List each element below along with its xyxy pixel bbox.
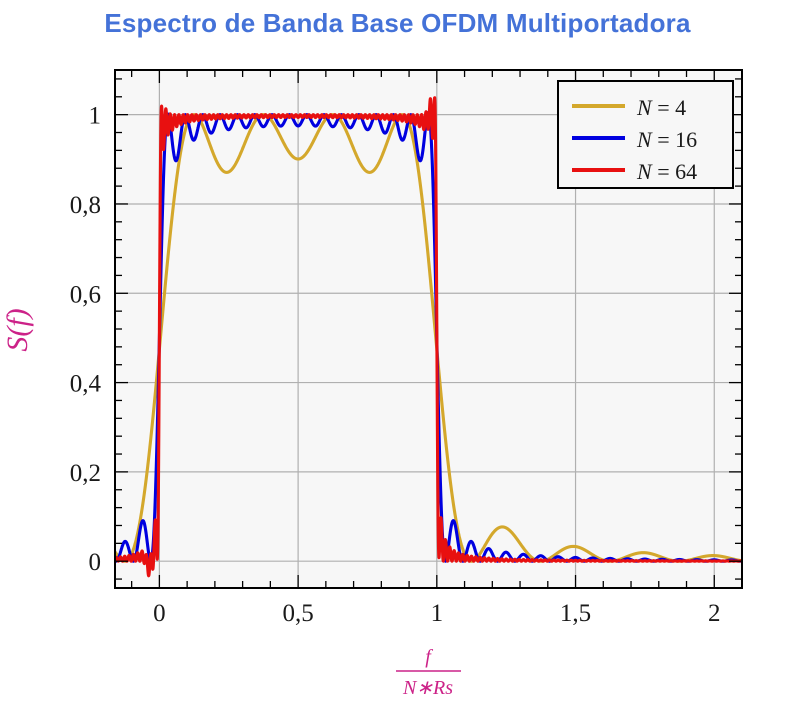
x-tick-label: 1,5: [560, 600, 591, 627]
svg-text:S(f): S(f): [1, 308, 34, 351]
y-tick-label: 0,6: [70, 281, 101, 308]
y-tick-label: 0,4: [70, 371, 102, 398]
legend[interactable]: N = 4N = 16N = 64: [557, 80, 734, 189]
legend-equals: =: [652, 159, 675, 184]
legend-value: 4: [675, 95, 686, 120]
x-tick-label: 1: [431, 600, 444, 627]
x-axis-title-op: ∗: [416, 677, 433, 699]
x-tick-labels: 0 0,5 1 1,5 2: [153, 600, 720, 627]
y-tick-label: 0: [89, 549, 102, 576]
y-axis-title-s: S: [1, 337, 34, 352]
data-curves: [115, 96, 742, 578]
legend-var: N: [636, 95, 653, 120]
y-tick-labels: 0 0,2 0,4 0,6 0,8 1: [70, 103, 102, 577]
x-tick-label: 0: [153, 600, 166, 627]
series-line: [115, 96, 742, 578]
legend-label: N = 64: [636, 159, 697, 184]
y-axis-title-close: ): [1, 308, 34, 320]
legend-var: N: [636, 159, 653, 184]
x-tick-label: 0,5: [282, 600, 313, 627]
x-axis-title-numerator: f: [425, 646, 433, 668]
series-line: [115, 113, 742, 563]
legend-var: N: [636, 127, 653, 152]
x-axis-title-n: N: [402, 677, 418, 699]
chart-title: Espectro de Banda Base OFDM Multiportado…: [104, 8, 691, 38]
y-axis-title-open: (: [1, 325, 34, 337]
legend-equals: =: [652, 127, 675, 152]
x-axis-title: f N∗Rs: [396, 646, 461, 699]
x-axis-title-denominator: N∗Rs: [402, 677, 453, 699]
legend-equals: =: [652, 95, 675, 120]
y-tick-label: 1: [89, 103, 102, 130]
legend-label: N = 4: [636, 95, 686, 120]
legend-items: N = 4N = 16N = 64: [572, 95, 697, 184]
legend-value: 16: [675, 127, 697, 152]
legend-label: N = 16: [636, 127, 697, 152]
legend-value: 64: [675, 159, 697, 184]
axis-ticks: [115, 70, 743, 588]
y-axis-title: S(f): [1, 308, 34, 351]
y-tick-label: 0,2: [70, 460, 101, 487]
y-tick-label: 0,8: [70, 192, 101, 219]
x-axis-title-rs: Rs: [432, 677, 453, 699]
x-tick-label: 2: [708, 600, 721, 627]
